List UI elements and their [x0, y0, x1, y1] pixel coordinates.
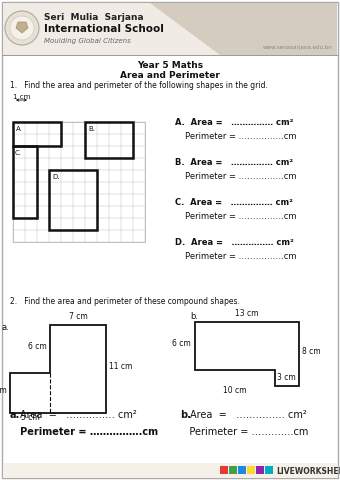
- Text: 5 cm: 5 cm: [21, 413, 39, 422]
- Polygon shape: [150, 3, 337, 55]
- Text: Perimeter = …………….cm: Perimeter = …………….cm: [185, 132, 296, 141]
- Text: B.  Area =   …………… cm²: B. Area = …………… cm²: [175, 158, 293, 167]
- Text: A.  Area =   …………… cm²: A. Area = …………… cm²: [175, 118, 293, 127]
- Text: b.: b.: [180, 410, 191, 420]
- Text: Perimeter = …………….cm: Perimeter = …………….cm: [185, 252, 296, 261]
- Text: Perimeter = …………….cm: Perimeter = …………….cm: [10, 427, 158, 437]
- Text: Perimeter = …………….cm: Perimeter = …………….cm: [185, 212, 296, 221]
- Bar: [3, 463, 337, 478]
- Text: 6 cm: 6 cm: [28, 342, 47, 351]
- Text: 7 cm: 7 cm: [69, 312, 87, 321]
- Bar: [49, 170, 97, 230]
- Text: a.: a.: [10, 410, 20, 420]
- Text: 1 cm: 1 cm: [13, 94, 30, 100]
- Text: Moulding Global Citizens: Moulding Global Citizens: [44, 38, 131, 44]
- Bar: [220, 466, 228, 474]
- Polygon shape: [16, 22, 28, 33]
- Bar: [238, 466, 246, 474]
- Text: Area  =   …………… cm²: Area = …………… cm²: [190, 410, 307, 420]
- Text: D.  Area =   …………… cm²: D. Area = …………… cm²: [175, 238, 294, 247]
- Text: Perimeter = …………….cm: Perimeter = …………….cm: [185, 172, 296, 181]
- Bar: [13, 146, 37, 218]
- Text: A.: A.: [16, 126, 23, 132]
- Bar: [13, 122, 145, 242]
- Text: 8 cm: 8 cm: [302, 347, 321, 356]
- Bar: [13, 122, 61, 146]
- Text: 10 cm: 10 cm: [223, 386, 247, 395]
- Text: C.: C.: [15, 150, 22, 156]
- Text: D.: D.: [52, 174, 59, 180]
- Text: a.: a.: [2, 323, 10, 332]
- Text: Perimeter = ………….cm: Perimeter = ………….cm: [180, 427, 308, 437]
- Circle shape: [5, 11, 39, 45]
- Bar: [247, 466, 255, 474]
- Text: 1.   Find the area and perimeter of the following shapes in the grid.: 1. Find the area and perimeter of the fo…: [10, 82, 268, 91]
- Text: 3 cm: 3 cm: [277, 373, 296, 383]
- Circle shape: [10, 16, 34, 40]
- Text: C.  Area =   …………… cm²: C. Area = …………… cm²: [175, 198, 293, 207]
- Text: International School: International School: [44, 24, 164, 34]
- Text: LIVEWORKSHEETS: LIVEWORKSHEETS: [276, 467, 340, 476]
- Bar: [256, 466, 264, 474]
- Text: Area and Perimeter: Area and Perimeter: [120, 71, 220, 80]
- Text: 13 cm: 13 cm: [235, 309, 259, 318]
- Text: B.: B.: [88, 126, 95, 132]
- Text: www.seriasarjana.edu.bn: www.seriasarjana.edu.bn: [263, 46, 333, 50]
- Text: 2.   Find the area and perimeter of these compound shapes.: 2. Find the area and perimeter of these …: [10, 298, 240, 307]
- Text: b.: b.: [190, 312, 198, 321]
- Bar: [85, 122, 133, 158]
- Text: Area  =   …………… cm²: Area = …………… cm²: [20, 410, 137, 420]
- Text: 5 cm: 5 cm: [0, 386, 7, 395]
- Text: 6 cm: 6 cm: [172, 339, 191, 348]
- Text: Seri  Mulia  Sarjana: Seri Mulia Sarjana: [44, 12, 143, 22]
- Bar: [265, 466, 273, 474]
- Text: 11 cm: 11 cm: [109, 362, 132, 371]
- Bar: [3, 3, 337, 55]
- Bar: [229, 466, 237, 474]
- Text: Year 5 Maths: Year 5 Maths: [137, 60, 203, 70]
